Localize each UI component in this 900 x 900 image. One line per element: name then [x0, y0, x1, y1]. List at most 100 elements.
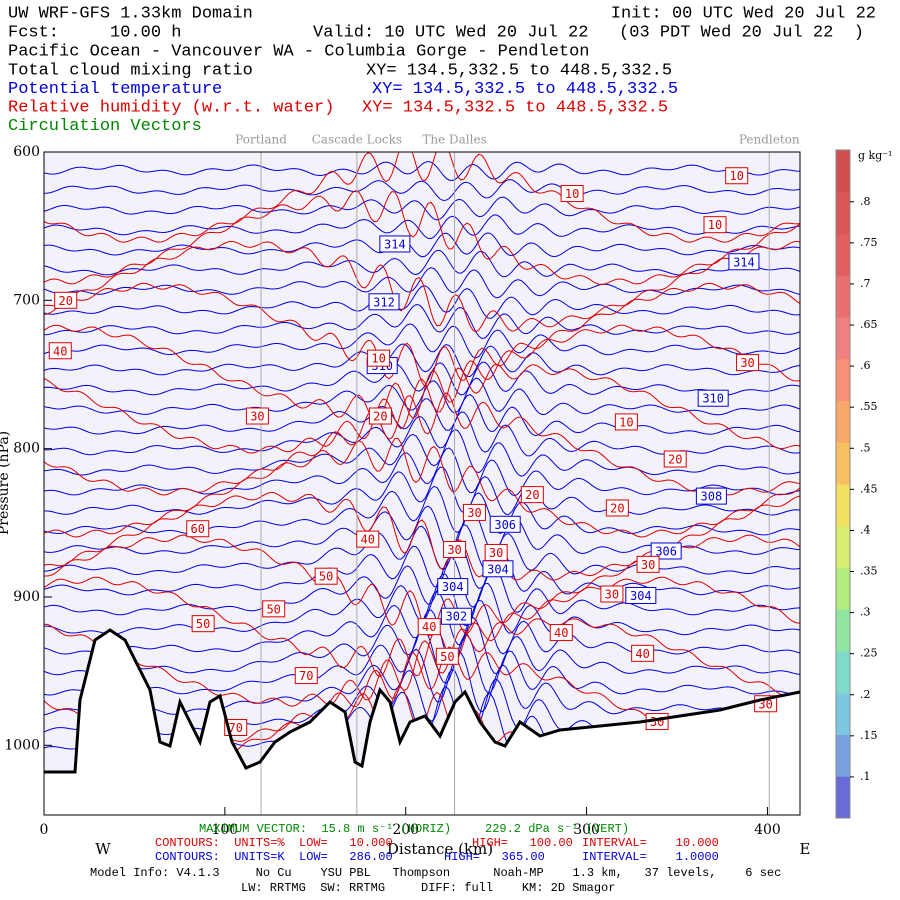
plot: 3143123103103083063063043043043023141010… — [44, 152, 800, 815]
contour-label-box — [186, 520, 210, 538]
contour-label-box — [725, 167, 749, 185]
rh-contour — [44, 576, 800, 678]
location-label: The Dalles — [422, 133, 486, 147]
contour-label-box — [636, 555, 660, 573]
theta-contour — [44, 428, 800, 477]
contour-label-box — [245, 407, 269, 425]
theta-contour — [44, 377, 800, 416]
colorbar-frame — [835, 149, 851, 819]
theta-contour — [44, 539, 800, 596]
rh-contour — [44, 437, 800, 538]
theta-contour — [44, 179, 800, 201]
theta-contour — [44, 285, 800, 319]
y-axis-label: Pressure (hPa) — [0, 431, 12, 535]
contour-label: 30 — [447, 543, 461, 557]
contour-label-box — [462, 503, 486, 521]
colorbar-bin — [836, 317, 850, 360]
contour-label-box — [435, 647, 459, 665]
contour-label: 70 — [299, 669, 313, 683]
x-tick-label: 300 — [573, 822, 600, 838]
colorbar-bin — [836, 734, 850, 777]
colorbar-tick-label: .6 — [860, 359, 871, 372]
contour-label: 50 — [319, 570, 333, 584]
contour-label: 306 — [494, 518, 516, 532]
contour-label: 308 — [701, 490, 723, 504]
contour-label-box — [697, 389, 729, 407]
contour-label: 10 — [619, 415, 633, 429]
contour-label: 40 — [422, 620, 436, 634]
contour-label-box — [368, 407, 392, 425]
theta-contour — [44, 556, 800, 616]
y-tick-label: 1000 — [4, 737, 40, 753]
contour-label: 50 — [266, 602, 280, 616]
theta-contour — [44, 214, 800, 240]
contour-label: 60 — [191, 522, 205, 536]
east-label: E — [800, 840, 811, 858]
theta-interval: INTERVAL= 1.0000 — [582, 850, 719, 864]
contour-label: 40 — [554, 626, 568, 640]
west-label: W — [95, 840, 111, 858]
colorbar-bin — [836, 442, 850, 485]
contour-label: 304 — [442, 580, 464, 594]
theta-contours: CONTOURS: UNITS=K LOW= 286.00 — [155, 850, 393, 864]
contour-label-box — [520, 486, 544, 504]
colorbar-bin — [836, 776, 850, 819]
contour-label: 30 — [467, 506, 481, 520]
forecast-hour: Fcst: 10.00 h — [8, 23, 181, 42]
colorbar-tick-label: .35 — [860, 565, 878, 578]
contour-label: 50 — [196, 617, 210, 631]
contour-label-box — [736, 354, 760, 372]
colorbar-tick-label: .8 — [860, 195, 871, 208]
colorbar-tick-label: .4 — [860, 523, 871, 536]
contour-label: 10 — [565, 187, 579, 201]
plot-frame — [43, 151, 801, 816]
contour-label: 30 — [740, 356, 754, 370]
contour-label-box — [262, 600, 286, 618]
colorbar-bin — [836, 150, 850, 193]
contour-label: 40 — [361, 533, 375, 547]
contour-label: 310 — [702, 392, 724, 406]
contour-label: 20 — [373, 410, 387, 424]
contour-label: 50 — [440, 650, 454, 664]
contour-label: 30 — [250, 410, 264, 424]
rh-contour — [44, 152, 800, 243]
theta-contour — [44, 485, 800, 536]
contour-label-box — [294, 667, 318, 685]
rh-contours: CONTOURS: UNITS=% LOW= 10.000 — [155, 836, 393, 850]
theta-contour — [44, 524, 800, 576]
colorbar-bin — [836, 358, 850, 401]
colorbar-bin — [836, 567, 850, 610]
location-label: Cascade Locks — [312, 133, 402, 147]
colorbar-tick-label: .3 — [860, 606, 871, 619]
contour-label-box — [443, 541, 467, 559]
theta-contour — [44, 343, 800, 378]
theta-contour — [44, 361, 800, 396]
theta-high: HIGH= 365.00 — [444, 850, 545, 864]
colorbar-bin — [836, 484, 850, 527]
theta-contour — [44, 447, 800, 497]
contour-label-box — [484, 543, 508, 561]
colorbar-bin — [836, 275, 850, 318]
contour-label-box — [625, 586, 657, 604]
contour-label: 312 — [373, 295, 395, 309]
contour-label-box — [367, 349, 391, 367]
contour-label-box — [703, 216, 727, 234]
vert-vector: 229.2 dPa s⁻¹ (VERT) — [485, 822, 629, 836]
contour-label: 306 — [655, 544, 677, 558]
contour-label: 20 — [58, 294, 72, 308]
contour-label-box — [631, 644, 655, 662]
field-xy: XY= 134.5,332.5 to 448.5,332.5 — [372, 80, 678, 99]
contour-label: 314 — [384, 237, 406, 251]
contour-label: 40 — [53, 344, 67, 358]
location-label: Portland — [235, 133, 287, 147]
colorbar-bin — [836, 191, 850, 234]
contour-label-box — [605, 499, 629, 517]
field-xy: XY= 134.5,332.5 to 448.5,332.5 — [366, 61, 672, 80]
theta-contour — [44, 160, 800, 182]
contour-label: 10 — [371, 352, 385, 366]
contour-label-box — [549, 624, 573, 642]
contour-label-box — [663, 450, 687, 468]
field-legend: Total cloud mixing ratio XY= 134.5,332.5 … — [8, 61, 678, 136]
colorbar-tick-label: .65 — [860, 318, 878, 331]
rh-contour — [44, 363, 800, 454]
